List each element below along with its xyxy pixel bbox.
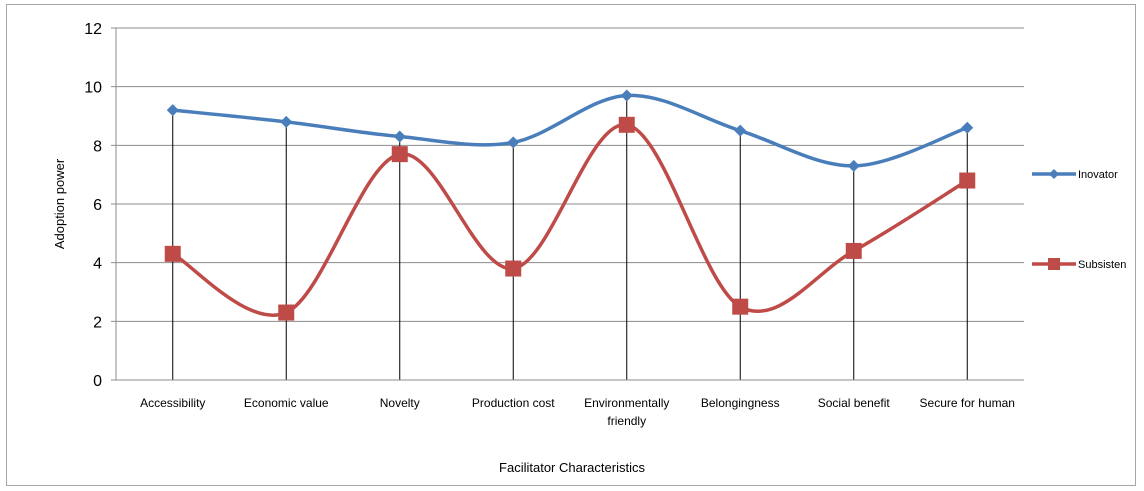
y-axis-title: Adoption power bbox=[52, 158, 67, 249]
legend-label-subsisten: Subsisten bbox=[1078, 259, 1126, 271]
gridlines bbox=[116, 27, 1024, 322]
x-category-label: friendly bbox=[607, 414, 646, 428]
x-axis-title: Facilitator Characteristics bbox=[499, 460, 645, 475]
x-category-label: Accessibility bbox=[140, 396, 205, 410]
series-line-subsisten bbox=[171, 123, 969, 317]
legend-marker-inovator bbox=[1049, 169, 1059, 179]
data-point-inovator bbox=[961, 121, 974, 134]
data-point-subsisten bbox=[505, 260, 522, 277]
x-category-label: Secure for human bbox=[920, 396, 1015, 410]
series-lines bbox=[171, 93, 969, 317]
data-point-inovator bbox=[507, 136, 520, 149]
y-tick-label: 4 bbox=[93, 256, 102, 273]
axis-labels: 0 2 4 6 8 10 12 Accessibility Economic value Nove… bbox=[84, 21, 1015, 428]
series-line-inovator bbox=[172, 93, 968, 168]
axes bbox=[111, 27, 1024, 381]
data-point-subsisten bbox=[959, 172, 976, 189]
x-category-label: Economic value bbox=[244, 396, 329, 410]
data-point-subsisten bbox=[164, 245, 181, 262]
y-tick-label: 10 bbox=[84, 80, 102, 97]
y-tick-label: 2 bbox=[93, 314, 102, 331]
legend-label-inovator: Inovator bbox=[1078, 169, 1118, 181]
data-point-subsisten bbox=[391, 146, 408, 163]
legend: Inovator Subsisten bbox=[1032, 169, 1126, 271]
data-point-inovator bbox=[166, 104, 179, 117]
data-point-inovator bbox=[734, 124, 747, 137]
y-tick-label: 0 bbox=[93, 373, 102, 390]
data-point-subsisten bbox=[618, 116, 635, 133]
y-tick-label: 12 bbox=[84, 21, 102, 38]
x-category-label: Environmentally bbox=[584, 396, 669, 410]
x-category-label: Novelty bbox=[380, 396, 420, 410]
x-category-label: Belongingness bbox=[701, 396, 780, 410]
data-point-inovator bbox=[393, 130, 406, 143]
y-tick-label: 6 bbox=[93, 197, 102, 214]
data-point-subsisten bbox=[278, 304, 295, 321]
x-category-label: Social benefit bbox=[818, 396, 891, 410]
data-point-subsisten bbox=[732, 298, 749, 315]
y-tick-label: 8 bbox=[93, 138, 102, 155]
data-point-inovator bbox=[620, 89, 633, 102]
chart-frame bbox=[6, 4, 1136, 486]
data-point-inovator bbox=[847, 159, 860, 172]
drop-lines bbox=[172, 95, 968, 380]
data-point-subsisten bbox=[845, 242, 862, 259]
data-point-inovator bbox=[280, 115, 293, 128]
x-category-label: Production cost bbox=[472, 396, 555, 410]
legend-marker-subsisten bbox=[1048, 258, 1060, 270]
series-markers bbox=[164, 89, 976, 321]
